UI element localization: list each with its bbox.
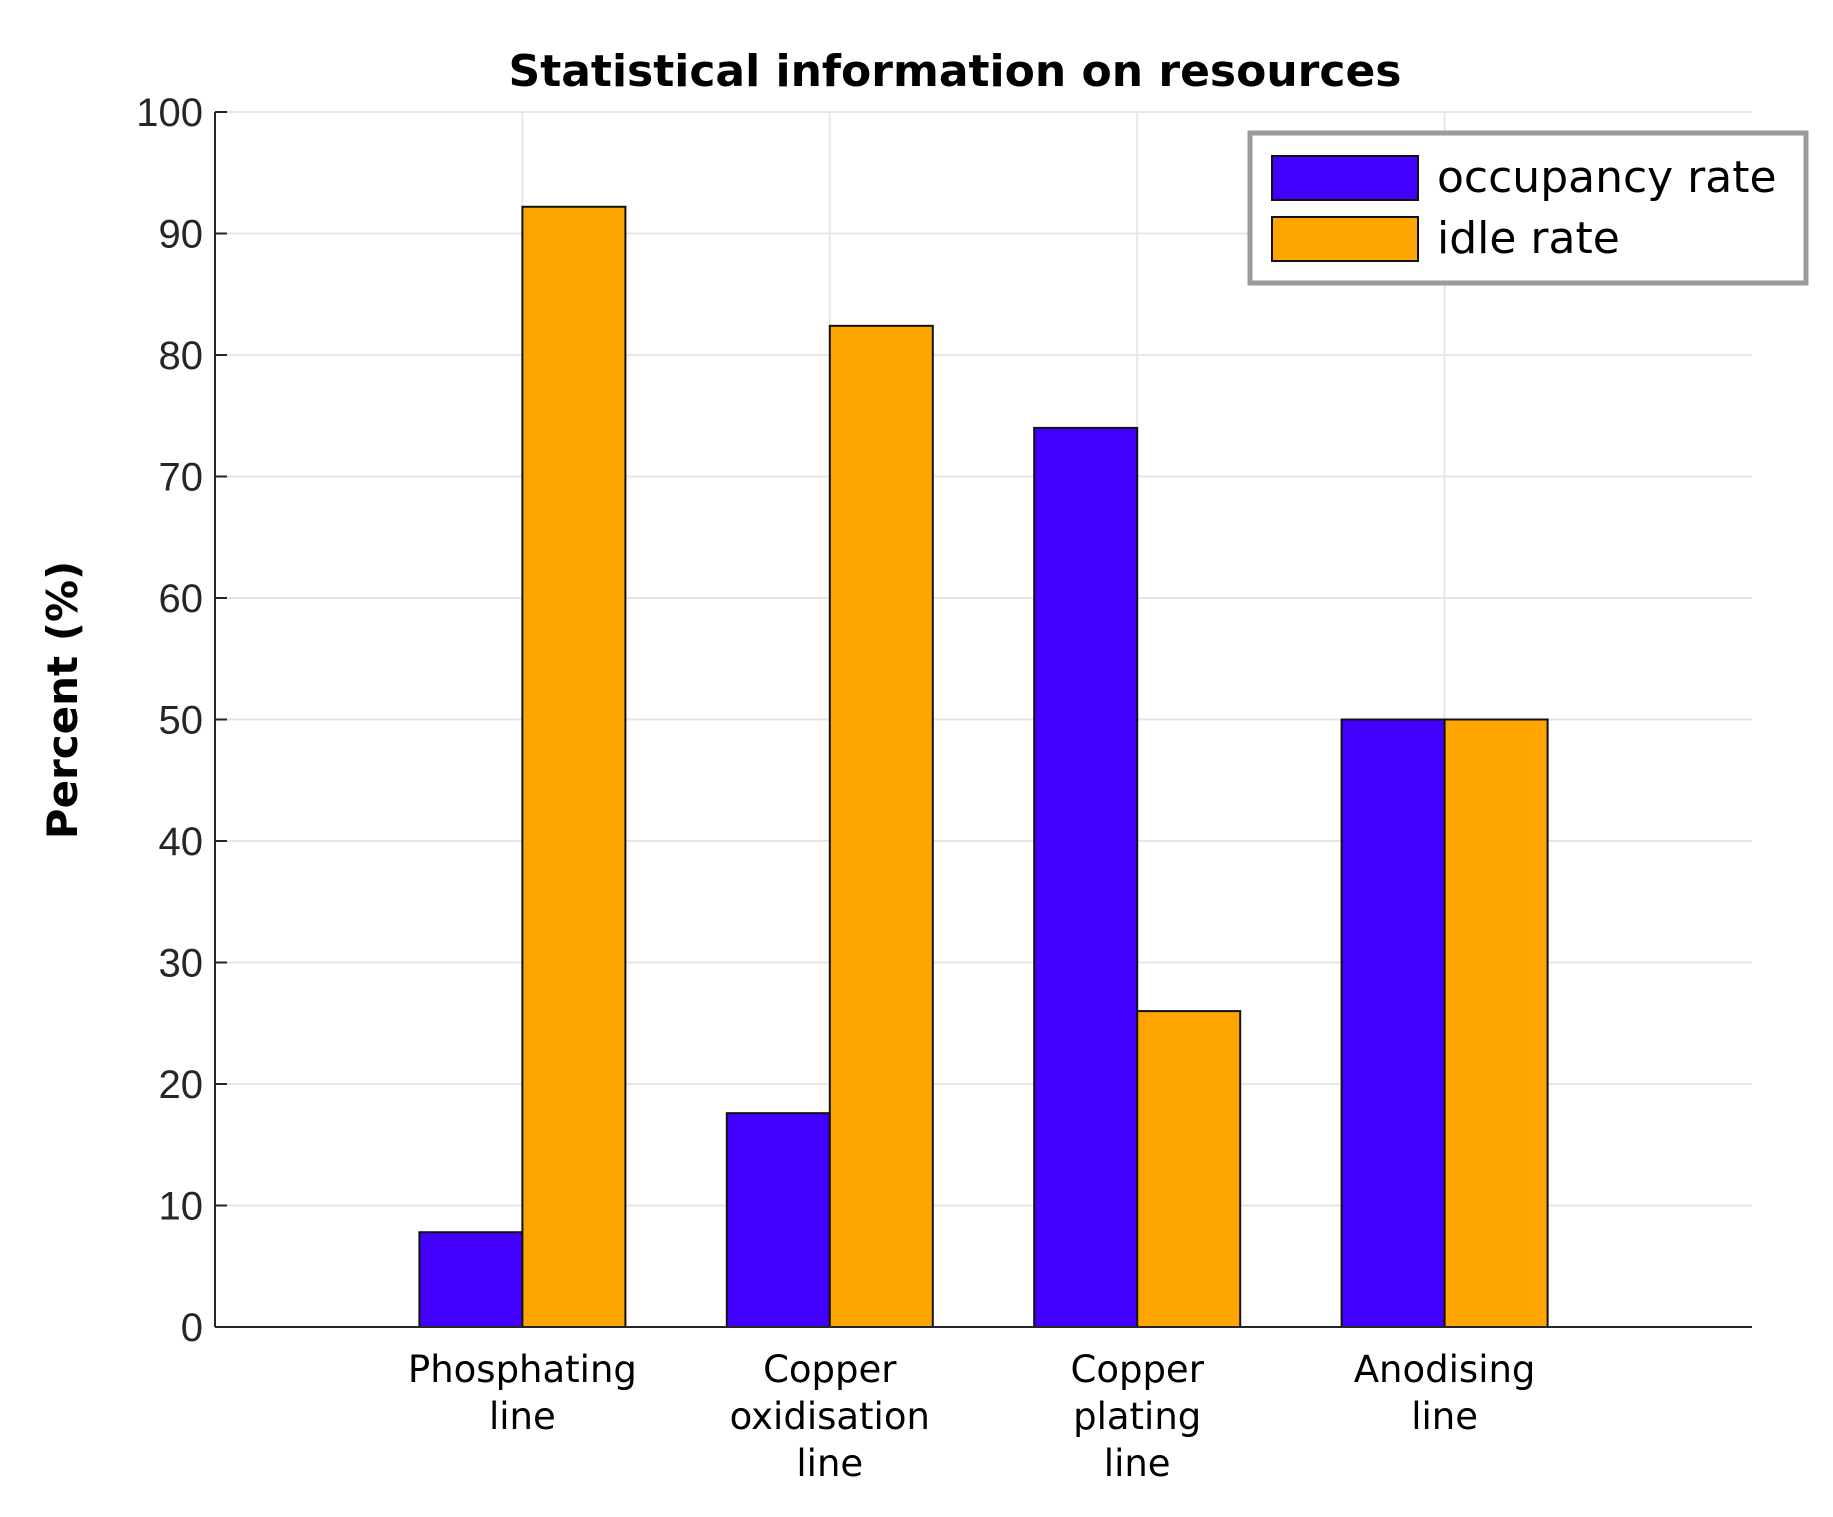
y-tick-label-0: 0 bbox=[181, 1306, 203, 1350]
y-tick-label-8: 80 bbox=[159, 334, 204, 378]
y-tick-label-2: 20 bbox=[159, 1063, 204, 1107]
bar-occupancy-3 bbox=[1340, 718, 1446, 1328]
x-tick-label-0-line-1: line bbox=[489, 1395, 556, 1438]
legend-label-occupancy: occupancy rate bbox=[1437, 152, 1777, 203]
x-tick-label-2-line-1: plating bbox=[1073, 1395, 1201, 1438]
x-tick-label-3: Anodising line bbox=[1354, 1348, 1536, 1438]
x-tick-label-0-line-0: Phosphating bbox=[408, 1348, 637, 1391]
x-tick-label-1-line-2: line bbox=[796, 1442, 863, 1485]
y-tick-label-9: 90 bbox=[159, 213, 204, 257]
x-tick-label-2-line-2: line bbox=[1104, 1442, 1171, 1485]
axes bbox=[214, 112, 1752, 1328]
y-axis-label: Percent (%) bbox=[38, 561, 87, 839]
bar-idle-0 bbox=[521, 205, 627, 1328]
bar-idle-1 bbox=[828, 324, 934, 1328]
bar-occupancy-2 bbox=[1033, 426, 1139, 1328]
x-tick-label-0: Phosphating line bbox=[408, 1348, 637, 1438]
x-tick-label-3-line-1: line bbox=[1411, 1395, 1478, 1438]
bars bbox=[418, 205, 1549, 1329]
y-tick-label-1: 10 bbox=[159, 1185, 204, 1229]
legend-swatch-occupancy bbox=[1271, 155, 1419, 201]
bar-occupancy-1 bbox=[725, 1112, 831, 1329]
legend-label-idle: idle rate bbox=[1437, 213, 1620, 264]
y-tick-label-5: 50 bbox=[159, 699, 204, 743]
x-tick-label-1-line-0: Copper bbox=[763, 1348, 897, 1391]
y-tick-label-10: 100 bbox=[136, 91, 203, 135]
bar-idle-2 bbox=[1136, 1010, 1242, 1328]
x-tick-label-1-line-1: oxidisation bbox=[730, 1395, 930, 1438]
x-tick-label-2: Copper plating line bbox=[1070, 1348, 1204, 1485]
bar-occupancy-0 bbox=[418, 1231, 524, 1328]
chart-title: Statistical information on resources bbox=[509, 46, 1402, 97]
legend-swatch-idle bbox=[1271, 216, 1419, 262]
y-tick-label-3: 30 bbox=[159, 942, 204, 986]
x-tick-label-2-line-0: Copper bbox=[1070, 1348, 1204, 1391]
y-tick-labels: 0 10 20 30 40 50 60 70 80 90 100 bbox=[136, 91, 203, 1350]
y-tick-label-7: 70 bbox=[159, 456, 204, 500]
legend: occupancy rate idle rate bbox=[1247, 130, 1809, 286]
y-tick-label-4: 40 bbox=[159, 820, 204, 864]
x-tick-label-1: Copper oxidisation line bbox=[730, 1348, 930, 1485]
bar-idle-3 bbox=[1443, 718, 1549, 1328]
y-tick-label-6: 60 bbox=[159, 577, 204, 621]
x-tick-label-3-line-0: Anodising bbox=[1354, 1348, 1536, 1391]
